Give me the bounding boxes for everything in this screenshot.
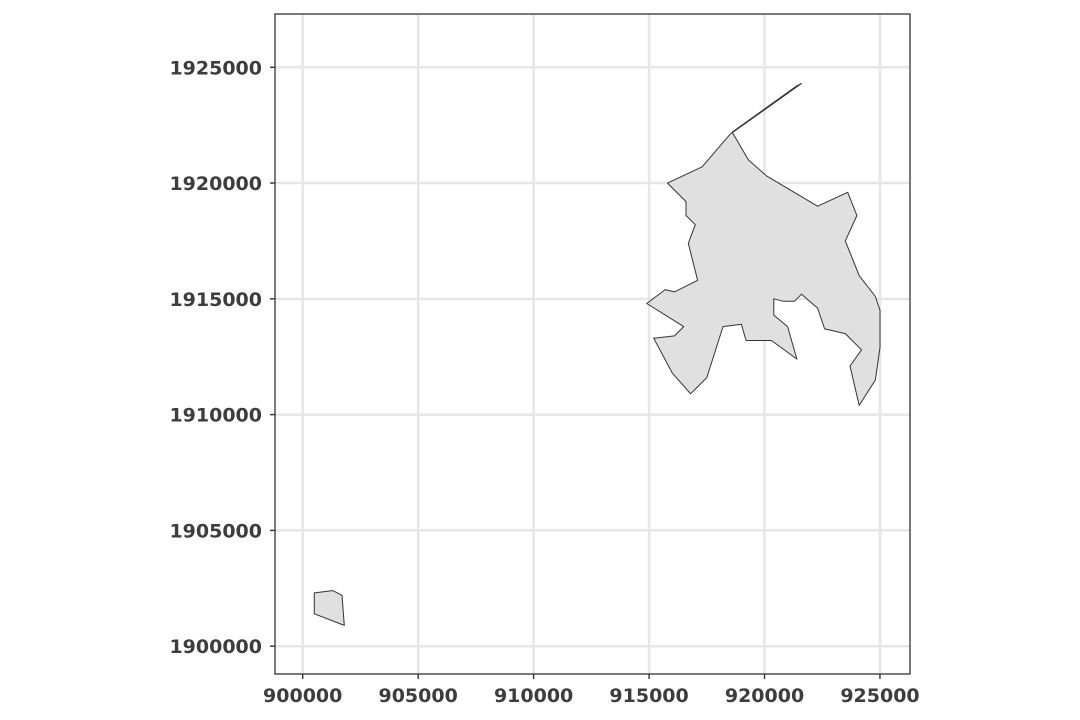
- grid-lines: [275, 14, 910, 674]
- x-axis-labels: 900000 905000 910000 915000 920000 925000: [263, 685, 920, 707]
- x-tick-label: 900000: [263, 685, 342, 707]
- panel-border: [274, 13, 911, 675]
- y-tick-label: 1915000: [169, 289, 262, 311]
- y-tick-label: 1900000: [169, 636, 262, 658]
- y-axis-labels: 1900000 1905000 1910000 1915000 1920000 19250…: [169, 57, 262, 658]
- x-tick-label: 925000: [840, 685, 919, 707]
- x-tick-label: 920000: [725, 685, 804, 707]
- region-polygons: [313, 83, 881, 626]
- y-tick-label: 1905000: [169, 520, 262, 542]
- x-tick-label: 915000: [609, 685, 688, 707]
- y-tick-label: 1925000: [169, 57, 262, 79]
- x-tick-label: 910000: [494, 685, 573, 707]
- main-region-polygon: [646, 83, 881, 406]
- y-tick-label: 1910000: [169, 405, 262, 427]
- y-tick-label: 1920000: [169, 173, 262, 195]
- small-region-polygon: [313, 590, 345, 626]
- x-tick-label: 905000: [378, 685, 457, 707]
- axis-ticks: [270, 66, 881, 679]
